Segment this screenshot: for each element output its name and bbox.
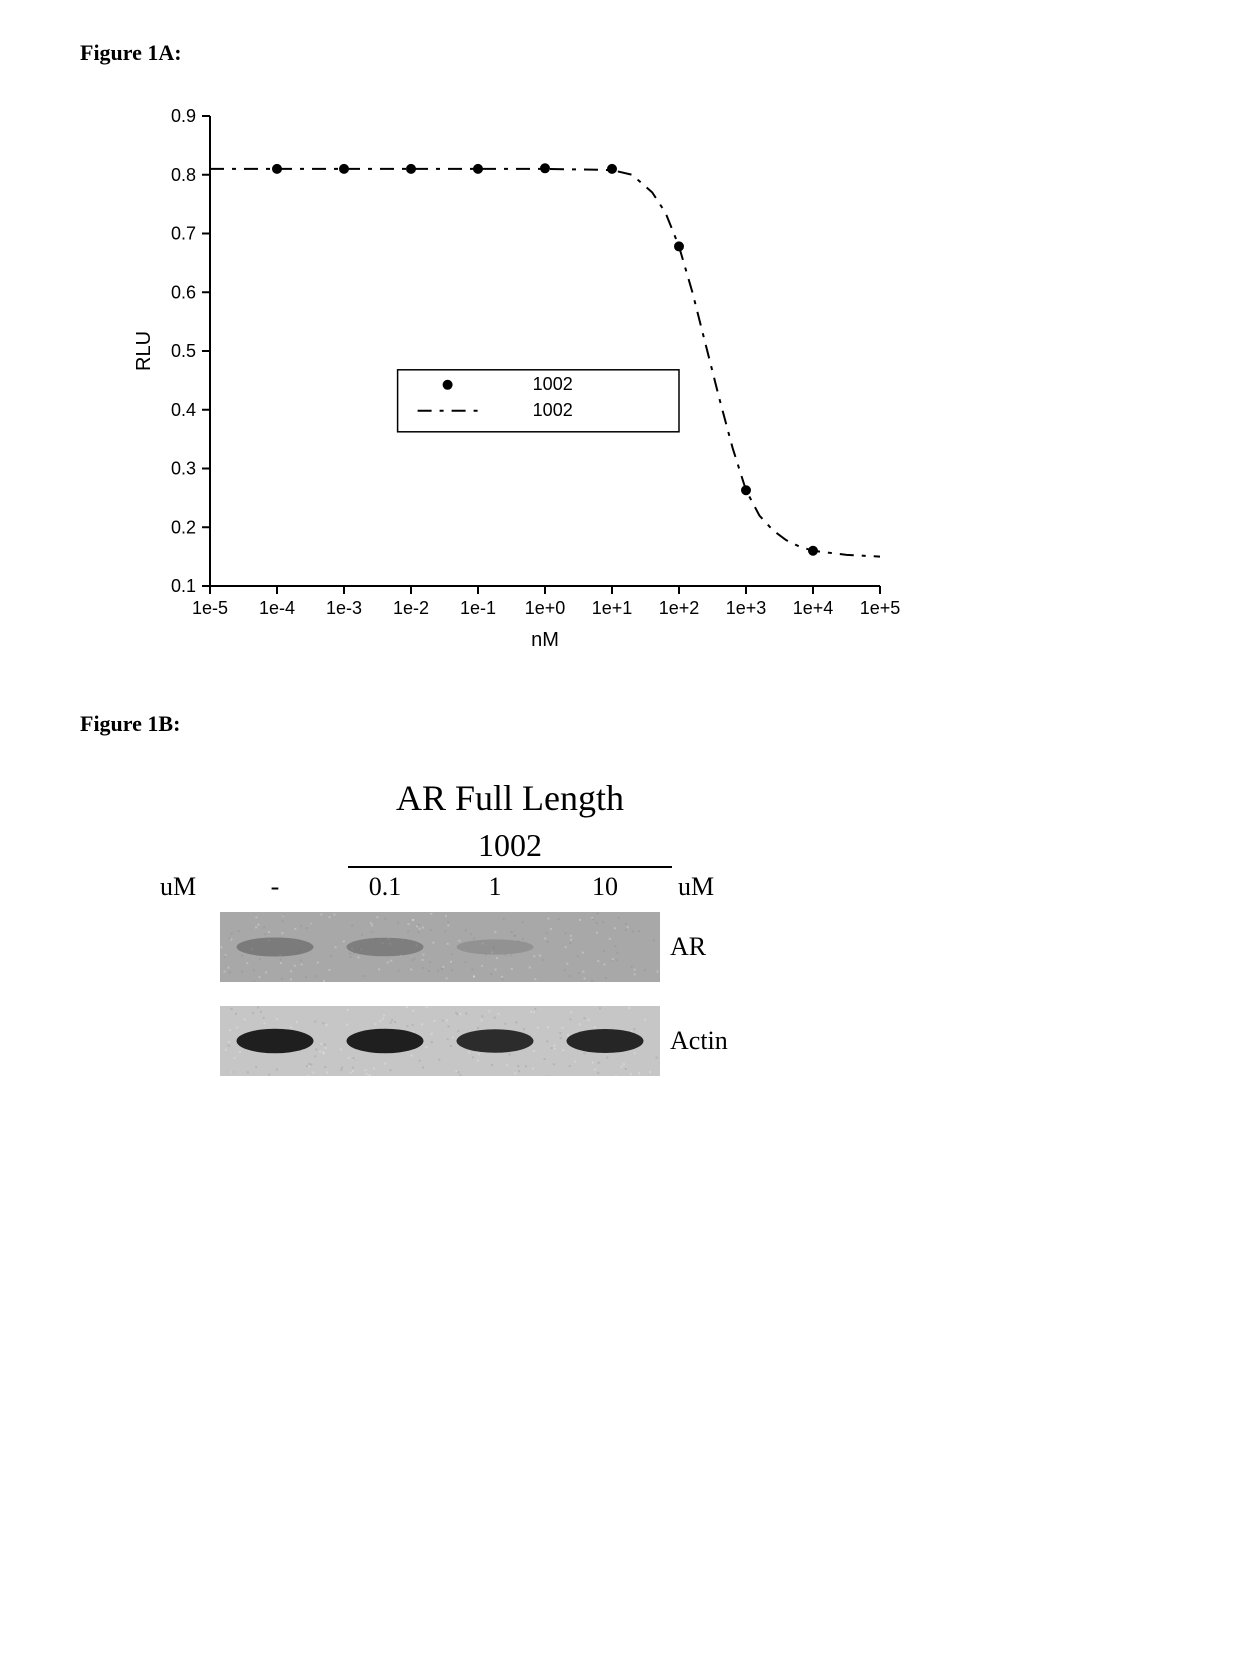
svg-text:1e+1: 1e+1 [592,598,633,618]
lane-label: 0.1 [330,872,440,902]
svg-text:1e-3: 1e-3 [326,598,362,618]
svg-text:1e+0: 1e+0 [525,598,566,618]
svg-text:1e-4: 1e-4 [259,598,295,618]
blot-row: Actin [160,1006,860,1076]
blot-row: AR [160,912,860,982]
figure-b-label: Figure 1B: [80,711,1160,737]
blot-band-ar [220,912,660,982]
blot-band-actin [220,1006,660,1076]
svg-text:RLU: RLU [133,331,155,371]
svg-text:1e+2: 1e+2 [659,598,700,618]
svg-text:0.4: 0.4 [171,400,196,420]
svg-text:0.9: 0.9 [171,106,196,126]
svg-text:1e-5: 1e-5 [192,598,228,618]
svg-text:nM: nM [531,629,559,651]
svg-text:0.8: 0.8 [171,165,196,185]
svg-text:1e+5: 1e+5 [860,598,900,618]
svg-text:1e+4: 1e+4 [793,598,834,618]
rlu-chart: 0.1 0.2 0.3 0.4 0.5 0.6 0.7 0.8 0.9 1e-5 1e-4 1e-3 1… [120,96,900,656]
svg-text:1e-2: 1e-2 [393,598,429,618]
svg-text:1e+3: 1e+3 [726,598,767,618]
svg-text:0.1: 0.1 [171,576,196,596]
unit-label-right: uM [660,872,740,902]
unit-label-left: uM [160,872,220,902]
figure-b-container: AR Full Length 1002 uM-0.1110uMARActin [160,777,860,1090]
figure-a-label: Figure 1A: [80,40,1160,66]
svg-text:1002: 1002 [533,400,573,420]
lane-label: - [220,872,330,902]
western-blot: uM-0.1110uMARActin [160,872,860,1090]
svg-text:0.5: 0.5 [171,341,196,361]
svg-text:1e-1: 1e-1 [460,598,496,618]
svg-text:0.7: 0.7 [171,224,196,244]
svg-text:0.2: 0.2 [171,517,196,537]
compound-label: 1002 [348,827,672,868]
lane-label: 10 [550,872,660,902]
blot-title: AR Full Length [160,777,860,819]
svg-text:1002: 1002 [533,374,573,394]
lane-header-row: uM-0.1110uM [160,872,860,902]
row-label: AR [660,932,706,962]
svg-text:0.3: 0.3 [171,459,196,479]
lane-label: 1 [440,872,550,902]
svg-text:0.6: 0.6 [171,282,196,302]
row-label: Actin [660,1026,728,1056]
figure-a-chart-container: 0.1 0.2 0.3 0.4 0.5 0.6 0.7 0.8 0.9 1e-5 1e-4 1e-3 1… [120,96,1160,661]
